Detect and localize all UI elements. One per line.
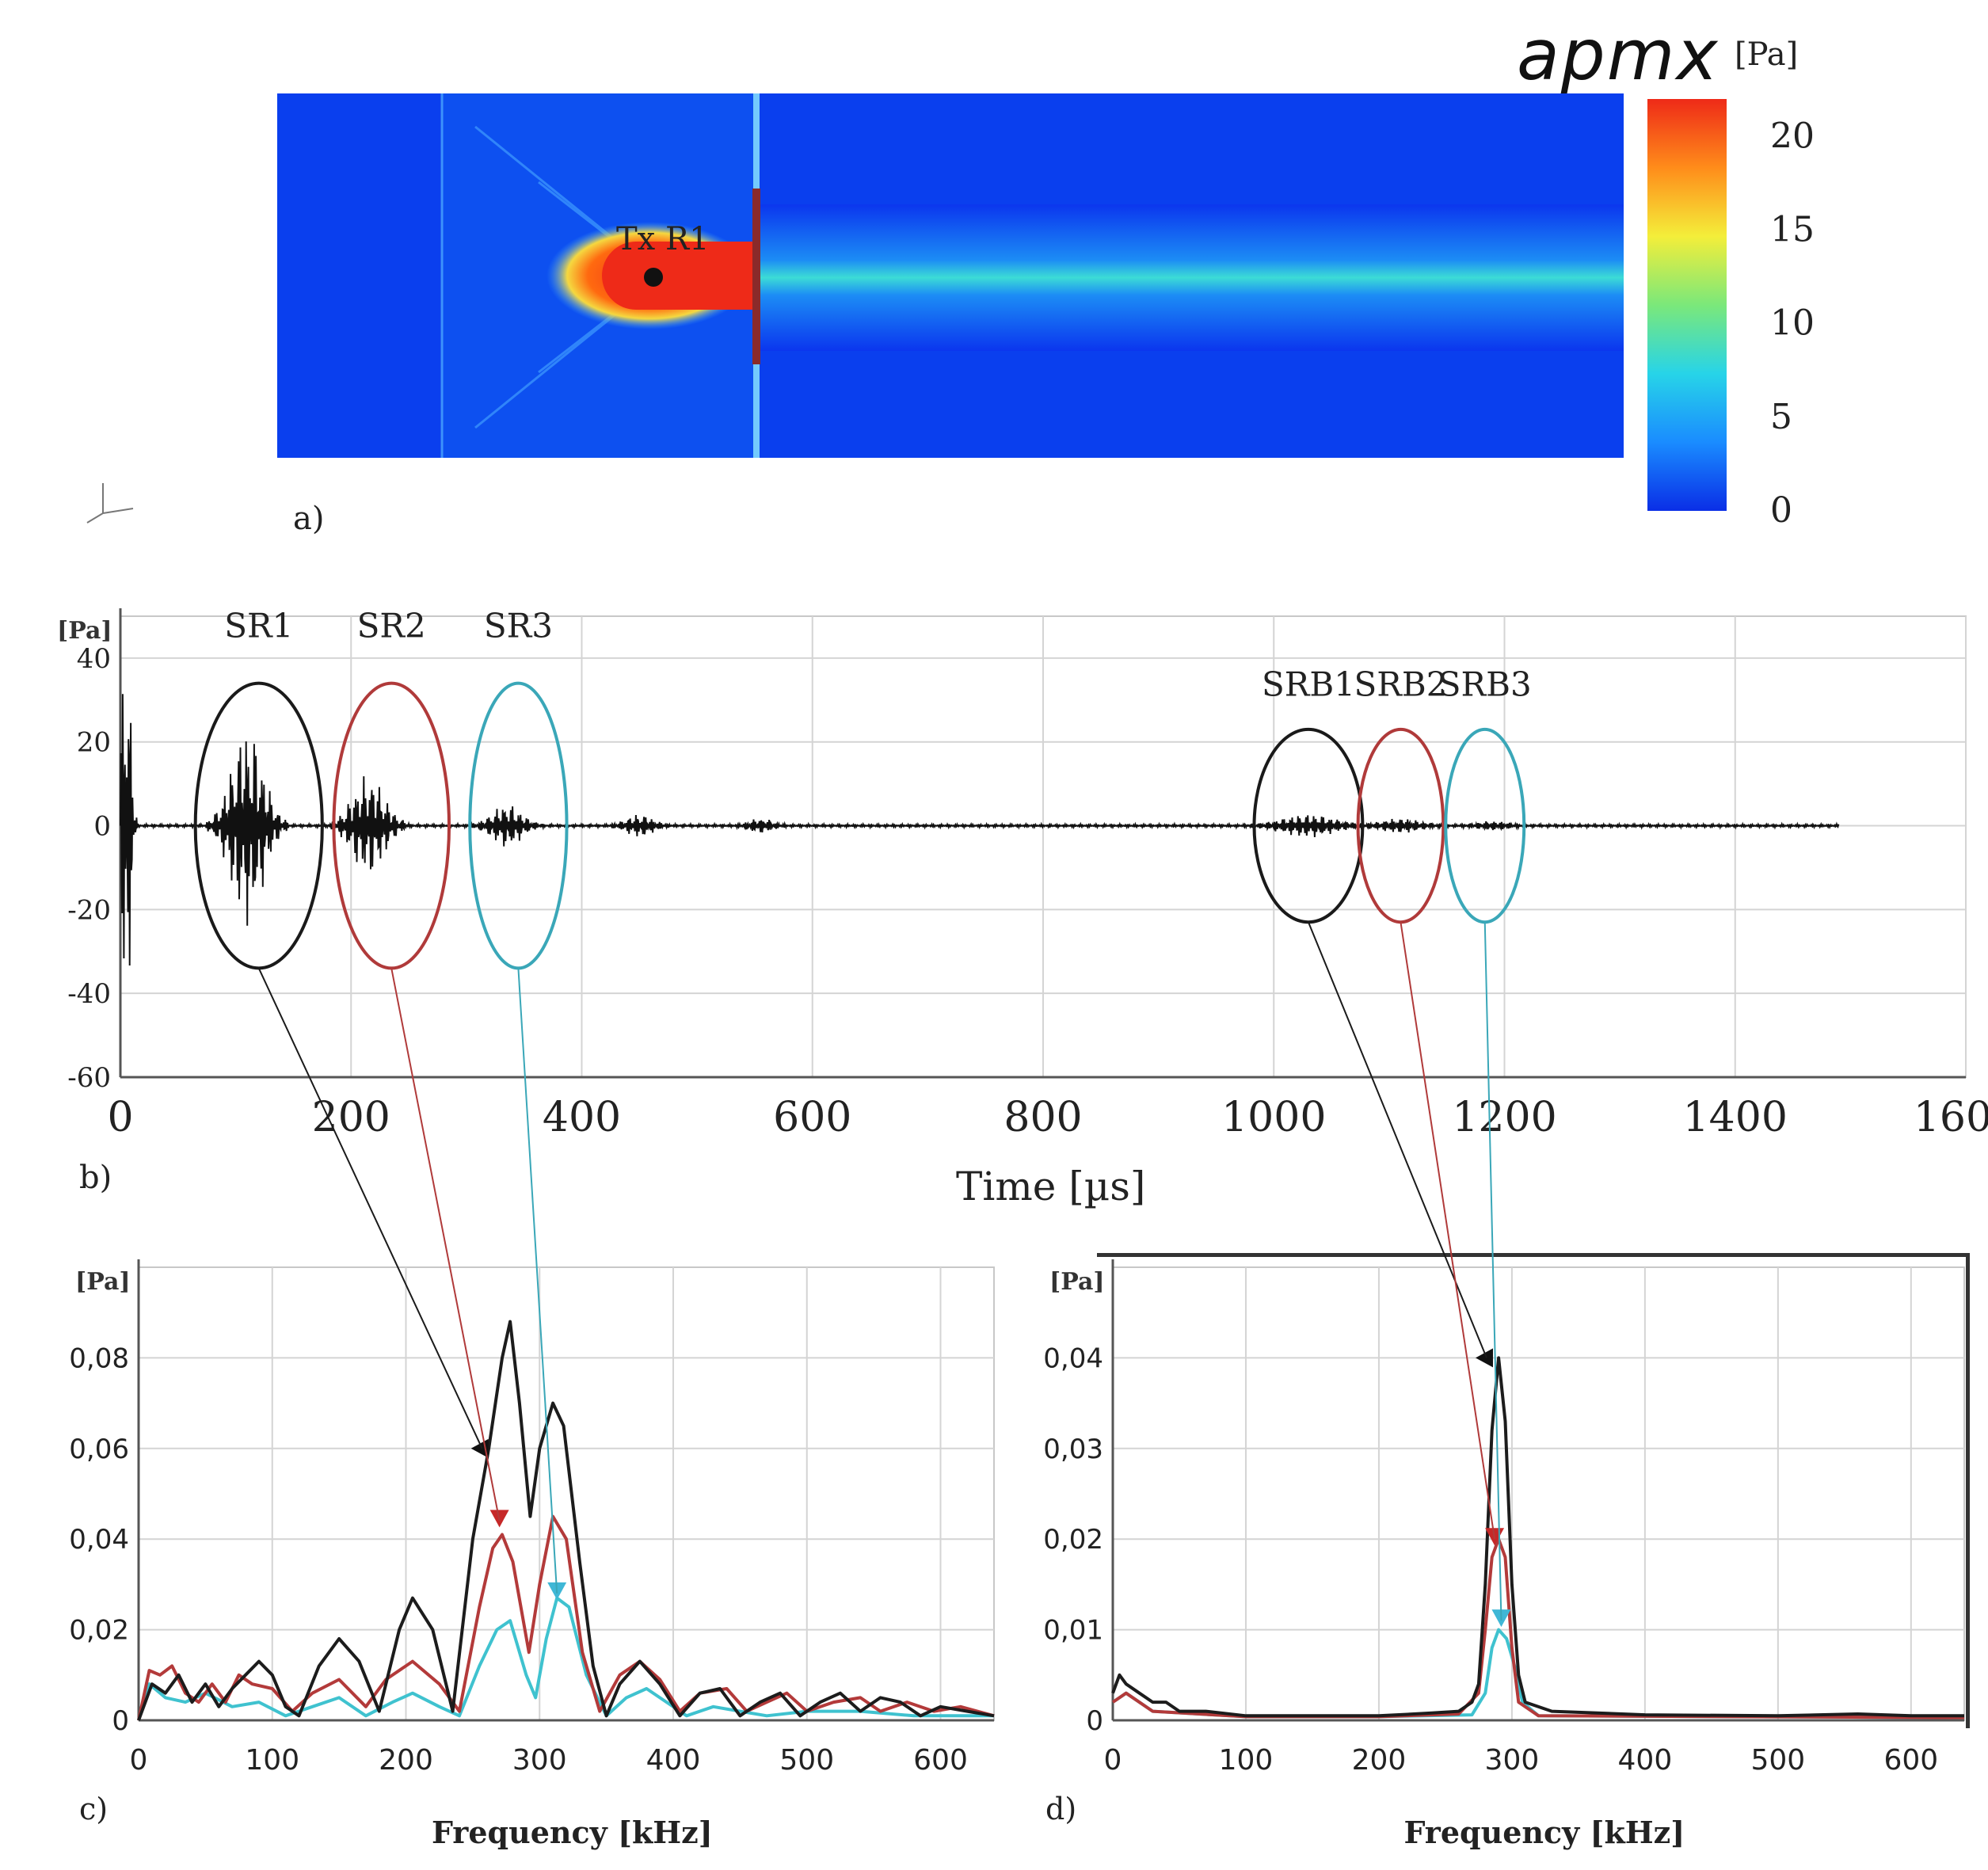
time-signal-chart: 0 200 400 600 800 1000 1200 1400 1600 -60 -40 -20 0 2… (57, 606, 1988, 1209)
x-tick-label: 400 (1618, 1744, 1673, 1777)
colorbar-tick-label: 15 (1770, 209, 1815, 249)
field-beam (756, 204, 1624, 351)
connector-srb3 (1483, 922, 1502, 1621)
x-tick-label: 500 (1750, 1744, 1805, 1777)
x-tick-label: 300 (1485, 1744, 1540, 1777)
x-axis-title: Time [µs] (956, 1164, 1145, 1209)
x-tick-label: 400 (543, 1094, 621, 1141)
x-tick-label: 0 (1104, 1744, 1122, 1777)
colorbar-unit: [Pa] (1735, 36, 1798, 73)
spectrum-line-srb2 (1111, 1537, 1965, 1720)
spectrum-chart-srb: 0 100 200 300 400 500 600 0 0,01 0,02 0,03 0,04 [Pa]… (1043, 1259, 1965, 1850)
x-tick-label: 600 (1883, 1744, 1938, 1777)
y-tick-label: -60 (67, 1062, 111, 1094)
colorbar-tick-label: 5 (1770, 397, 1792, 437)
echo-label-srb3: SRB3 (1438, 665, 1532, 704)
spectrum-line-sr1 (137, 1320, 995, 1721)
y-tick-label: 0,03 (1043, 1434, 1103, 1465)
y-axis-unit: [Pa] (1049, 1268, 1105, 1296)
panel-d-label: d) (1045, 1792, 1076, 1826)
echo-label-srb1: SRB1 (1262, 665, 1355, 704)
spectrum-line-srb1 (1111, 1356, 1964, 1718)
transducer-label: Tx R1 (616, 221, 710, 257)
echo-ellipse-sr2 (332, 681, 451, 970)
signal-trace (120, 694, 1840, 966)
panel-d-frame-right (1966, 1253, 1970, 1728)
colorbar-tick-label: 0 (1770, 490, 1792, 531)
echo-label-sr1: SR1 (224, 606, 293, 645)
x-axis-title: Frequency [kHz] (432, 1815, 713, 1850)
y-axis-unit: [Pa] (75, 1268, 131, 1296)
y-tick-label: 20 (77, 727, 111, 759)
panel-b-label: b) (79, 1160, 112, 1196)
y-tick-label: 0 (93, 811, 111, 843)
x-tick-label: 600 (913, 1744, 968, 1777)
connector-sr3 (517, 968, 558, 1594)
connector-srb1 (1308, 921, 1487, 1358)
y-tick-label: 0,06 (69, 1434, 129, 1465)
x-tick-label: 400 (646, 1744, 701, 1777)
echo-ellipse-sr1 (193, 681, 324, 970)
x-tick-label: 1200 (1452, 1094, 1556, 1141)
x-tick-label: 0 (107, 1094, 133, 1141)
spectrum-chart-sr: 0 100 200 300 400 500 600 0 0,02 0,04 0,06 0,08 [Pa]… (69, 1259, 995, 1850)
x-tick-label: 200 (379, 1744, 433, 1777)
y-tick-label: 0,08 (69, 1343, 129, 1374)
x-tick-label: 200 (1352, 1744, 1407, 1777)
panel-a-label: a) (293, 501, 324, 537)
colorbar-title: apmx (1517, 14, 1720, 96)
panel-d-frame-top (1097, 1253, 1968, 1257)
y-axis-unit: [Pa] (57, 617, 112, 645)
x-tick-label: 600 (773, 1094, 851, 1141)
y-tick-label: 0,02 (69, 1615, 129, 1647)
y-tick-label: 0,02 (1043, 1524, 1103, 1556)
x-tick-label: 100 (1219, 1744, 1274, 1777)
plot-area (138, 1266, 995, 1721)
colorbar-ticks: 0 5 10 15 20 (1770, 116, 1815, 531)
x-tick-label: 1000 (1221, 1094, 1326, 1141)
colorbar: apmx [Pa] 0 5 10 15 20 (1517, 14, 1815, 531)
panel-a: Tx R1 a) apmx [Pa] 0 5 10 15 20 (86, 14, 1815, 537)
colorbar-tick-label: 20 (1770, 116, 1815, 156)
connector-sr2 (390, 968, 501, 1522)
connector-arrows (257, 921, 1502, 1621)
x-tick-label: 300 (512, 1744, 567, 1777)
transducer-dot (644, 268, 663, 287)
spectrum-line-sr3 (137, 1596, 994, 1721)
echo-ellipse-sr3 (468, 681, 569, 970)
axis-triad-icon (86, 483, 134, 524)
y-tick-label: 0,04 (1043, 1343, 1103, 1374)
echo-label-sr3: SR3 (484, 606, 553, 645)
echo-label-sr2: SR2 (357, 606, 426, 645)
x-tick-label: 1400 (1683, 1094, 1788, 1141)
y-tick-label: 40 (77, 643, 111, 675)
connector-sr1 (257, 968, 483, 1449)
x-tick-label: 200 (312, 1094, 390, 1141)
panel-c-label: c) (79, 1792, 108, 1826)
x-tick-label: 0 (130, 1744, 148, 1777)
plot-area (1112, 1266, 1965, 1721)
field-hot-spot (713, 242, 756, 310)
y-tick-label: 0,01 (1043, 1615, 1103, 1647)
x-axis-title: Frequency [kHz] (1404, 1815, 1685, 1850)
colorbar-tick-label: 10 (1770, 303, 1815, 344)
y-tick-label: -40 (67, 978, 111, 1010)
y-tick-label: 0 (1086, 1705, 1103, 1737)
x-tick-label: 800 (1004, 1094, 1082, 1141)
peak-marker-srb1 (1475, 1348, 1493, 1368)
connector-srb2 (1400, 922, 1496, 1540)
x-tick-label: 1600 (1914, 1094, 1988, 1141)
y-tick-label: 0,04 (69, 1524, 129, 1556)
echo-label-srb2: SRB2 (1354, 665, 1447, 704)
colorbar-gradient (1647, 99, 1727, 511)
y-tick-label: -20 (67, 894, 111, 926)
x-tick-label: 100 (245, 1744, 299, 1777)
x-tick-label: 500 (779, 1744, 834, 1777)
y-tick-label: 0 (112, 1705, 129, 1737)
